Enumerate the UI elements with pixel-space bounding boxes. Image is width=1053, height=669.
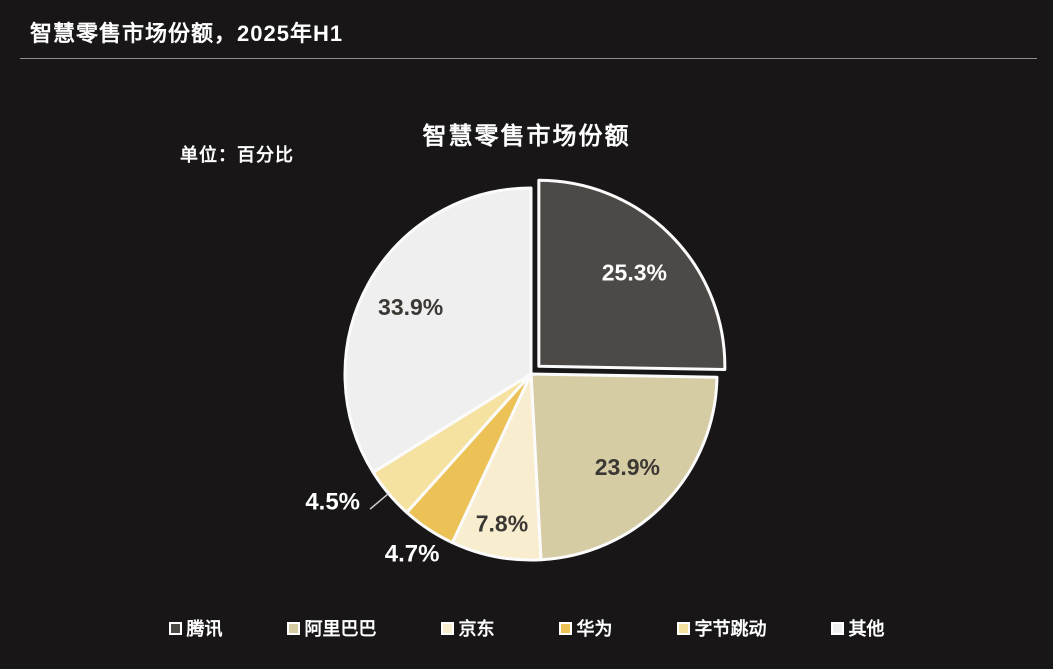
pie-slice-0 <box>537 178 727 371</box>
legend-item-huawei: 华为 <box>558 615 613 641</box>
pie-slice-label-0: 25.3% <box>602 259 667 285</box>
pie-slice-label-2: 7.8% <box>476 511 528 537</box>
legend-label: 阿里巴巴 <box>304 619 377 639</box>
legend-item-alibaba: 阿里巴巴 <box>286 615 377 641</box>
unit-label: 单位：百分比 <box>180 145 294 165</box>
chart-title: 智慧零售市场份额 <box>422 123 631 150</box>
legend-marker <box>286 621 300 635</box>
legend-label: 腾讯 <box>186 619 223 639</box>
legend-item-tencent: 腾讯 <box>168 615 223 641</box>
label-leader-line <box>369 493 390 510</box>
legend-label: 其他 <box>848 619 885 639</box>
pie-slice-label-5: 33.9% <box>378 294 443 320</box>
legend-marker <box>168 621 182 635</box>
legend-label: 京东 <box>458 619 495 639</box>
pie-slice-label-1: 23.9% <box>595 454 660 480</box>
pie-slice-2 <box>450 372 543 562</box>
chart-legend: 腾讯 阿里巴巴 京东 华为 字节跳动 其他 <box>0 613 1053 643</box>
report-title: 智慧零售市场份额，2025年H1 <box>30 21 344 46</box>
pie-slice-1 <box>529 372 719 562</box>
pie-slice-5 <box>343 186 533 474</box>
header-divider <box>20 58 1037 59</box>
pie-slice-label-3: 4.7% <box>385 541 440 568</box>
pie-slice-label-4: 4.5% <box>305 489 360 516</box>
legend-item-others: 其他 <box>830 615 885 641</box>
legend-item-jd: 京东 <box>440 615 495 641</box>
legend-marker <box>558 621 572 635</box>
legend-item-bytedance: 字节跳动 <box>676 615 767 641</box>
legend-marker <box>830 621 844 635</box>
legend-label: 字节跳动 <box>694 619 767 639</box>
legend-marker <box>440 621 454 635</box>
legend-label: 华为 <box>576 619 613 639</box>
legend-marker <box>676 621 690 635</box>
